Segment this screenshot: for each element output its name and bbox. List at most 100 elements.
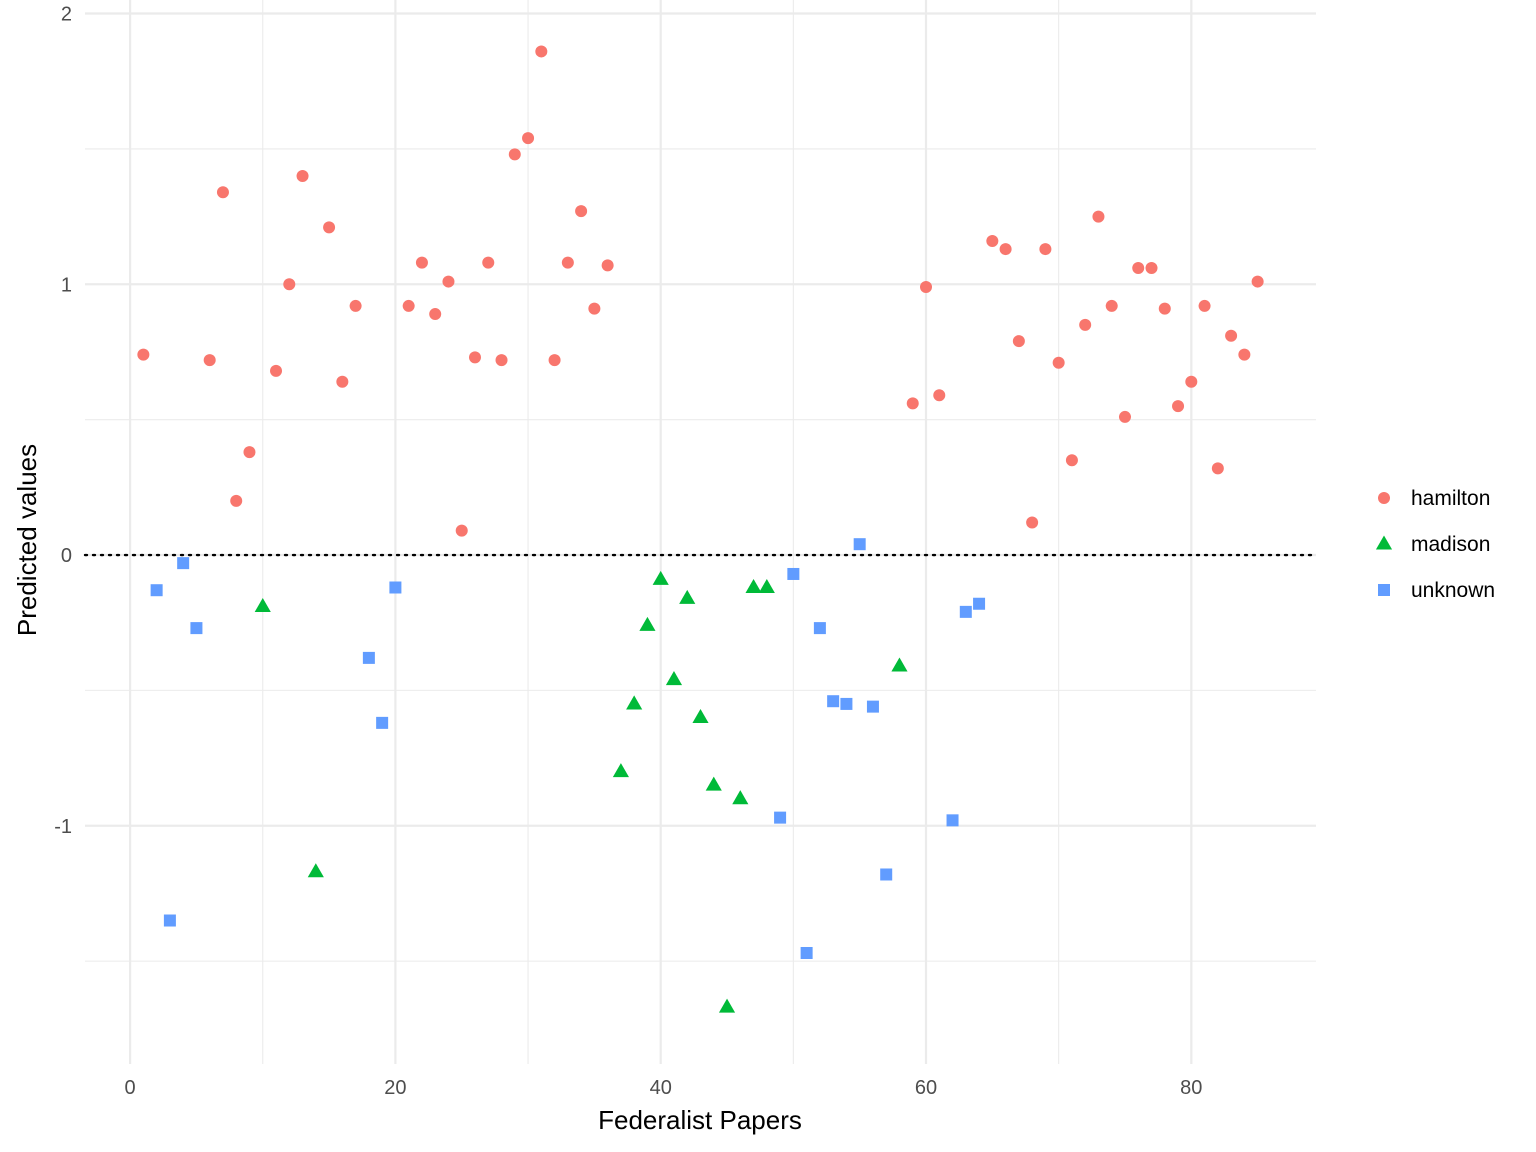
x-tick-label: 80 [1180,1077,1202,1099]
legend-item-hamilton: hamilton [1378,487,1490,510]
hamilton-point [1211,462,1224,475]
hamilton-point [137,348,150,361]
unknown-point [800,946,813,959]
x-tick-label: 40 [650,1077,672,1099]
unknown-point [362,651,375,664]
x-axis-ticks: 0 20 40 60 80 [125,1077,1203,1099]
hamilton-point [296,169,309,182]
hamilton-point [1185,375,1198,388]
y-axis-title: Predicted values [12,444,42,636]
hamilton-point [402,299,415,312]
hamilton-point [986,234,999,247]
hamilton-point [203,354,216,367]
unknown-point [177,557,190,570]
legend-label-madison: madison [1411,533,1490,556]
unknown-point [389,581,402,594]
hamilton-point [933,389,946,402]
hamilton-point [1225,329,1238,342]
legend-item-unknown: unknown [1378,579,1495,602]
y-tick-label: 0 [61,545,72,567]
hamilton-point [1092,210,1105,223]
x-tick-label: 20 [384,1077,406,1099]
hamilton-point [575,205,588,218]
unknown-point [787,567,800,580]
hamilton-point [482,256,495,269]
hamilton-point [535,45,548,58]
hamilton-point [216,186,229,199]
hamilton-point [323,221,336,234]
unknown-point [190,622,203,635]
hamilton-point [336,375,349,388]
legend-item-madison: madison [1375,533,1490,556]
hamilton-point [588,302,601,315]
madison-point [732,790,749,805]
unknown-point [959,605,972,618]
hamilton-point [522,132,535,145]
hamilton-point [270,364,283,377]
hamilton-point [1079,318,1092,331]
hamilton-point [243,446,256,459]
madison-point [254,597,271,612]
grid-lines [85,0,1316,1064]
hamilton-point [601,259,614,272]
madison-point [758,579,775,594]
legend-label-hamilton: hamilton [1411,487,1490,510]
legend-key-madison [1375,535,1393,550]
unknown-point [813,622,826,635]
madison-point [612,763,629,778]
hamilton-point [548,354,561,367]
hamilton-point [455,524,468,537]
hamilton-point [468,351,481,364]
madison-point [626,695,643,710]
hamilton-point [1118,410,1131,423]
madison-point [745,579,762,594]
hamilton-point [561,256,574,269]
hamilton-point [1065,454,1078,467]
hamilton-point [999,243,1012,256]
madison-point [652,570,669,585]
legend: hamilton madison unknown [1375,487,1495,602]
madison-point [307,863,324,878]
hamilton-point [283,278,296,291]
x-tick-label: 60 [915,1077,937,1099]
hamilton-point [415,256,428,269]
hamilton-point [429,308,442,321]
unknown-point [376,716,389,729]
unknown-point [880,868,893,881]
madison-point [665,671,683,686]
hamilton-point [230,494,243,507]
unknown-point [840,697,853,710]
hamilton-point [508,148,521,161]
madison-point [639,616,656,631]
hamilton-point [1105,299,1118,312]
hamilton-point [1198,299,1211,312]
unknown-point [973,597,986,610]
hamilton-point [1052,356,1065,369]
unknown-point [827,695,840,708]
hamilton-point [1172,400,1185,413]
hamilton-point [1238,348,1251,361]
hamilton-point [1012,335,1025,348]
hamilton-point [1158,302,1171,315]
madison-point [718,998,736,1013]
unknown-point [946,814,959,827]
y-tick-label: 1 [61,274,72,296]
hamilton-point [1145,262,1158,275]
x-tick-label: 0 [125,1077,136,1099]
hamilton-point [1039,243,1052,256]
hamilton-point [442,275,455,288]
hamilton-point [349,299,362,312]
data-points [137,45,1264,1013]
madison-point [705,776,722,791]
hamilton-point [1026,516,1039,529]
unknown-point [853,538,866,551]
y-tick-label: 2 [61,4,72,26]
x-axis-title: Federalist Papers [598,1105,802,1135]
y-axis-ticks: -1 0 1 2 [54,4,72,838]
hamilton-point [1132,262,1145,275]
unknown-point [163,914,176,927]
unknown-point [774,811,787,824]
hamilton-point [1251,275,1264,288]
hamilton-point [920,280,933,293]
